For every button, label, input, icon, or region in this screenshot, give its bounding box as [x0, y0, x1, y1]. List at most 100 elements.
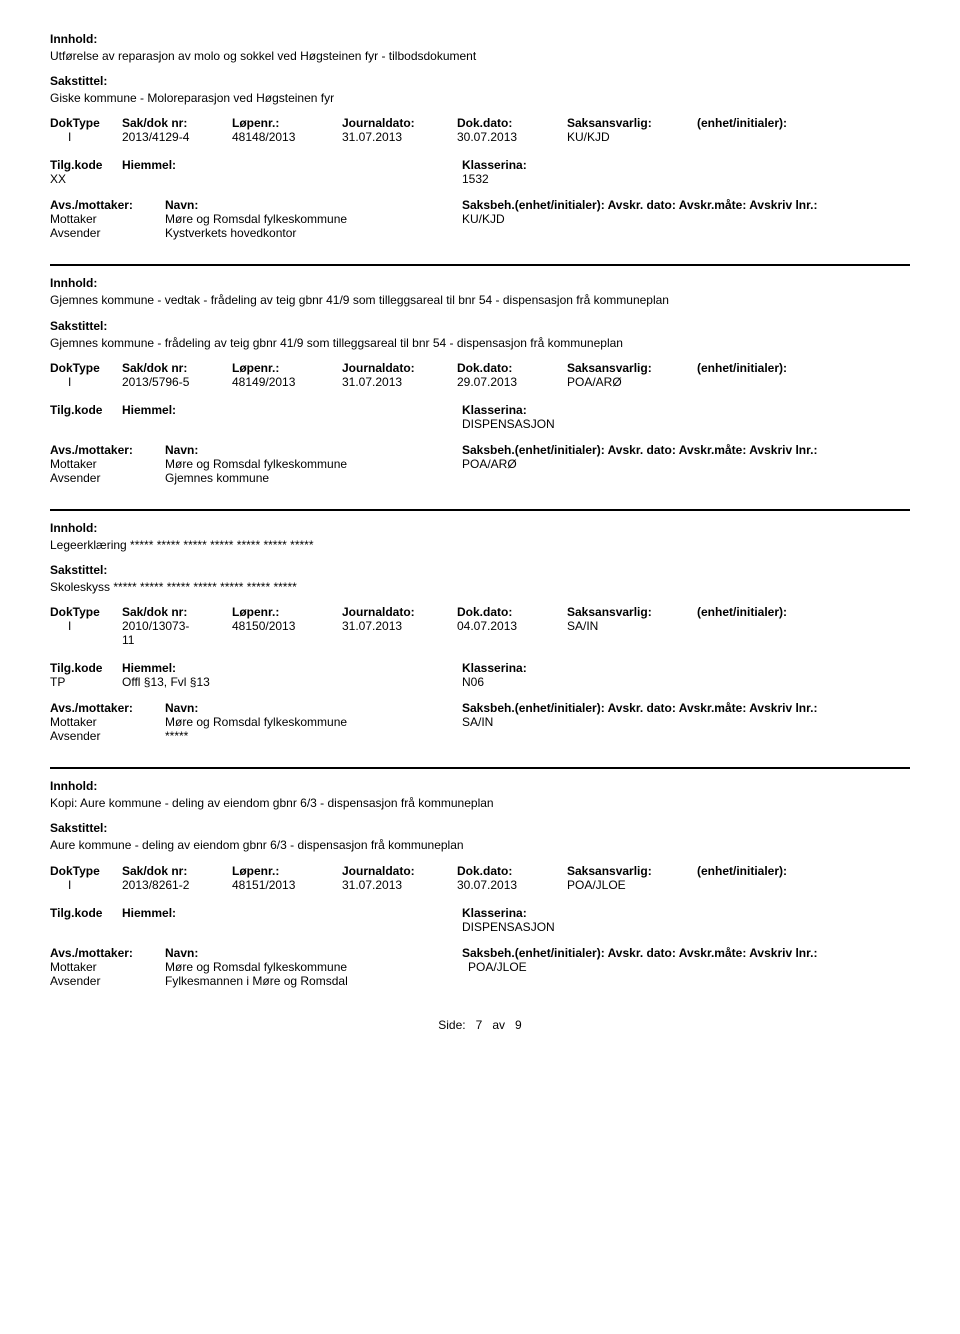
dokdato-val: 30.07.2013: [457, 878, 567, 892]
klassering-label: Klasserina:: [462, 661, 662, 675]
tilgkode-val: [50, 920, 122, 934]
sakdok-val: 2013/8261-2: [122, 878, 232, 892]
journaldato-label: Journaldato:: [342, 116, 457, 130]
innhold-text: Gjemnes kommune - vedtak - frådeling av …: [50, 292, 910, 308]
innhold-label: Innhold:: [50, 521, 97, 535]
enhet-label: (enhet/initialer):: [697, 605, 837, 619]
mottaker-row: Mottaker Møre og Romsdal fylkeskommune S…: [50, 715, 910, 729]
avsender-row: Avsender *****: [50, 729, 910, 743]
page-total: 9: [515, 1018, 522, 1032]
page-footer: Side: 7 av 9: [50, 1018, 910, 1032]
dok-data-row: I 2013/5796-5 48149/2013 31.07.2013 29.0…: [50, 375, 910, 389]
klassering-label: Klasserina:: [462, 906, 662, 920]
hjemmel-label: Hiemmel:: [122, 158, 462, 172]
page-current: 7: [476, 1018, 483, 1032]
tilgkode-label: Tilg.kode: [50, 403, 122, 417]
doktype-label: DokType: [50, 864, 122, 878]
innhold-label: Innhold:: [50, 276, 97, 290]
saksbeh-val: KU/KJD: [462, 212, 910, 226]
sakdoknr-label: Sak/dok nr:: [122, 361, 232, 375]
tilg-header-row: Tilg.kode Hiemmel: Klasserina:: [50, 906, 910, 920]
saksansvarlig-label: Saksansvarlig:: [567, 361, 697, 375]
navn-label: Navn:: [165, 946, 462, 960]
klassering-val: 1532: [462, 172, 662, 186]
lopenr-val: 48151/2013: [232, 878, 342, 892]
avsender-navn: Fylkesmannen i Møre og Romsdal: [165, 974, 462, 988]
dokdato-label: Dok.dato:: [457, 864, 567, 878]
tilg-header-row: Tilg.kode Hiemmel: Klasserina:: [50, 158, 910, 172]
journaldato-val: 31.07.2013: [342, 130, 457, 144]
innhold-label: Innhold:: [50, 779, 97, 793]
dok-header-row: DokType Sak/dok nr: Løpenr.: Journaldato…: [50, 116, 910, 130]
doktype-label: DokType: [50, 116, 122, 130]
hjemmel-val: [122, 920, 462, 934]
dokdato-label: Dok.dato:: [457, 116, 567, 130]
mottaker-label: Mottaker: [50, 715, 165, 729]
journaldato-val: 31.07.2013: [342, 619, 457, 647]
enhet-label: (enhet/initialer):: [697, 864, 837, 878]
doktype-val: I: [50, 130, 122, 144]
sakdok-val2: 11: [122, 633, 232, 647]
avsender-navn: *****: [165, 729, 462, 743]
tilg-data-row: DISPENSASJON: [50, 417, 910, 431]
journal-entry: Innhold: Legeerklæring ***** ***** *****…: [50, 509, 910, 743]
mottaker-row: Mottaker Møre og Romsdal fylkeskommune K…: [50, 212, 910, 226]
lopenr-val: 48150/2013: [232, 619, 342, 647]
mottaker-label: Mottaker: [50, 960, 165, 974]
dokdato-label: Dok.dato:: [457, 361, 567, 375]
sakdok-val: 2013/5796-5: [122, 375, 232, 389]
doktype-label: DokType: [50, 605, 122, 619]
lopenr-label: Løpenr.:: [232, 605, 342, 619]
saksansv-val: POA/JLOE: [567, 878, 697, 892]
mottaker-navn: Møre og Romsdal fylkeskommune: [165, 715, 462, 729]
saksbeh-val: POA/JLOE: [462, 960, 910, 974]
doktype-val: I: [50, 375, 122, 389]
lopenr-label: Løpenr.:: [232, 116, 342, 130]
avs-header-row: Avs./mottaker: Navn: Saksbeh.(enhet/init…: [50, 946, 910, 960]
journal-entry: Innhold: Utførelse av reparasjon av molo…: [50, 32, 910, 240]
lopenr-val: 48149/2013: [232, 375, 342, 389]
sakstittel-text: Skoleskyss ***** ***** ***** ***** *****…: [50, 579, 910, 595]
av-label: av: [492, 1018, 505, 1032]
avsmottaker-label: Avs./mottaker:: [50, 946, 165, 960]
mottaker-row: Mottaker Møre og Romsdal fylkeskommune P…: [50, 960, 910, 974]
avsender-navn: Kystverkets hovedkontor: [165, 226, 462, 240]
journaldato-label: Journaldato:: [342, 361, 457, 375]
klassering-val: DISPENSASJON: [462, 417, 662, 431]
hjemmel-label: Hiemmel:: [122, 403, 462, 417]
saksbeh-val: SA/IN: [462, 715, 910, 729]
saksansv-val: POA/ARØ: [567, 375, 697, 389]
klassering-label: Klasserina:: [462, 158, 662, 172]
tilg-data-row: DISPENSASJON: [50, 920, 910, 934]
mottaker-label: Mottaker: [50, 457, 165, 471]
navn-label: Navn:: [165, 701, 462, 715]
lopenr-label: Løpenr.:: [232, 361, 342, 375]
avs-header-row: Avs./mottaker: Navn: Saksbeh.(enhet/init…: [50, 443, 910, 457]
sakdoknr-label: Sak/dok nr:: [122, 116, 232, 130]
enhet-label: (enhet/initialer):: [697, 361, 837, 375]
tilg-data-row: XX 1532: [50, 172, 910, 186]
avsender-row: Avsender Gjemnes kommune: [50, 471, 910, 485]
mottaker-label: Mottaker: [50, 212, 165, 226]
mottaker-navn: Møre og Romsdal fylkeskommune: [165, 457, 462, 471]
klassering-val: N06: [462, 675, 662, 689]
avsender-navn: Gjemnes kommune: [165, 471, 462, 485]
lopenr-label: Løpenr.:: [232, 864, 342, 878]
mottaker-navn: Møre og Romsdal fylkeskommune: [165, 960, 462, 974]
hjemmel-label: Hiemmel:: [122, 661, 462, 675]
tilgkode-val: XX: [50, 172, 122, 186]
dok-header-row: DokType Sak/dok nr: Løpenr.: Journaldato…: [50, 605, 910, 619]
journal-entry: Innhold: Gjemnes kommune - vedtak - fråd…: [50, 264, 910, 484]
doktype-val: I: [50, 619, 122, 647]
tilgkode-label: Tilg.kode: [50, 906, 122, 920]
hjemmel-val: Offl §13, Fvl §13: [122, 675, 462, 689]
innhold-label: Innhold:: [50, 32, 97, 46]
sakdok-val: 2010/13073-: [122, 619, 232, 633]
enhet-label: (enhet/initialer):: [697, 116, 837, 130]
dok-header-row: DokType Sak/dok nr: Løpenr.: Journaldato…: [50, 361, 910, 375]
journaldato-label: Journaldato:: [342, 605, 457, 619]
journaldato-val: 31.07.2013: [342, 878, 457, 892]
sakstittel-text: Gjemnes kommune - frådeling av teig gbnr…: [50, 335, 910, 351]
avsender-label: Avsender: [50, 974, 165, 988]
tilgkode-val: TP: [50, 675, 122, 689]
